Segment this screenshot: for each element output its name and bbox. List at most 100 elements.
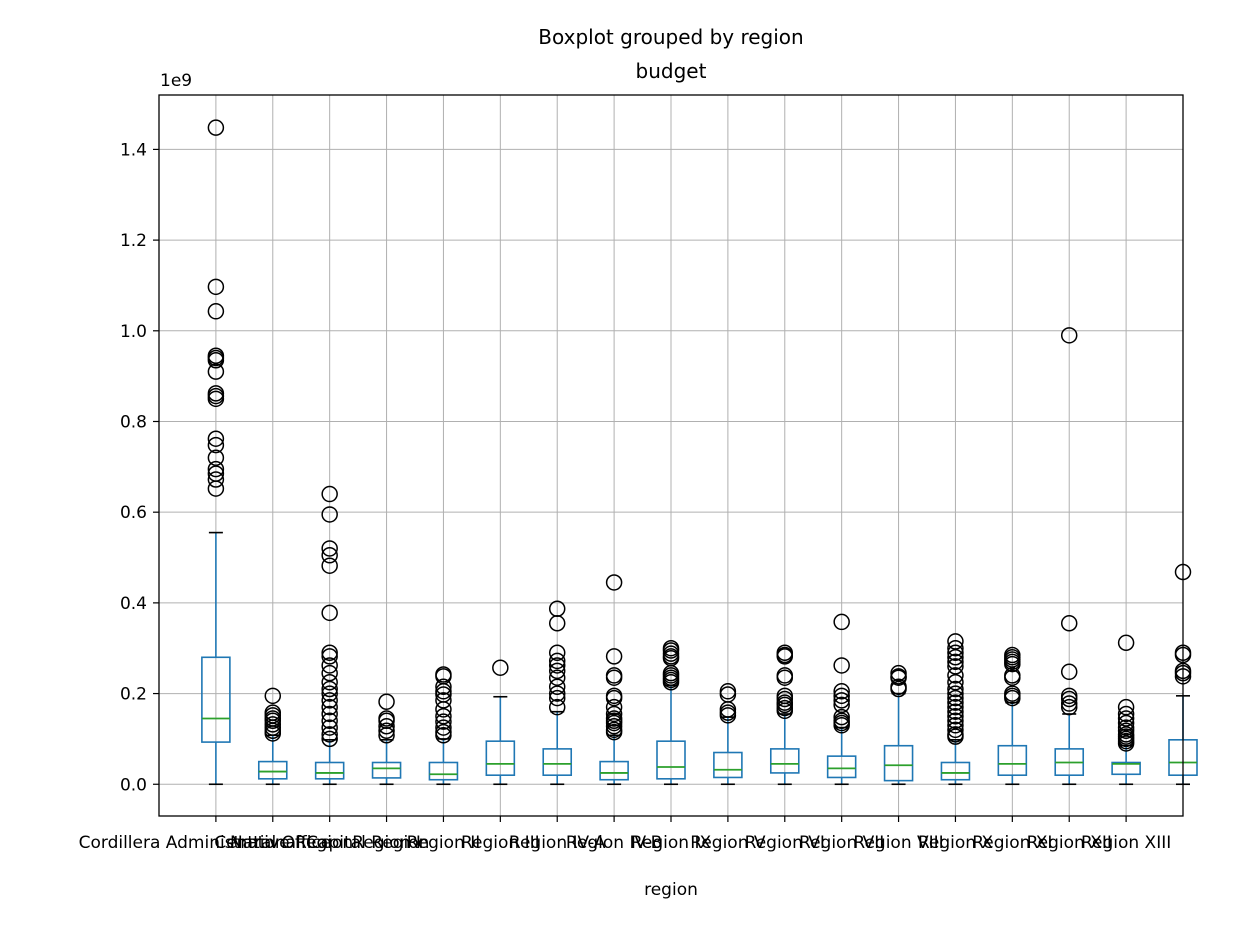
y-tick-label: 1.4 — [120, 140, 147, 160]
flier-point — [378, 722, 395, 739]
flier-point — [1060, 615, 1078, 632]
flier-point — [321, 506, 338, 523]
box-body — [656, 740, 686, 780]
flier-point — [207, 449, 225, 467]
flier-point — [548, 689, 566, 707]
flier-point — [833, 692, 850, 709]
box-group — [656, 639, 686, 786]
flier-point — [435, 727, 452, 744]
chart-subtitle: budget — [636, 59, 707, 83]
box-group — [997, 646, 1028, 786]
flier-point — [605, 698, 623, 716]
box-group — [428, 666, 459, 786]
flier-point — [605, 574, 623, 591]
flier-point — [548, 644, 566, 662]
box-body — [713, 751, 743, 779]
flier-point — [548, 615, 566, 632]
flier-point — [833, 708, 850, 726]
flier-point — [548, 657, 566, 674]
flier-point — [548, 698, 566, 716]
flier-point — [833, 696, 850, 714]
x-tick-label: Central Office — [214, 833, 331, 853]
flier-point — [890, 680, 907, 698]
flier-point — [321, 705, 338, 723]
flier-point — [321, 604, 338, 622]
flier-point — [207, 278, 225, 296]
flier-point — [605, 723, 623, 741]
box-group — [826, 613, 857, 786]
x-axis-ticks: Cordillera Administrative RegionCentral … — [79, 816, 1171, 853]
flier-point — [321, 726, 338, 743]
box-body — [371, 761, 402, 779]
box-body — [826, 755, 857, 779]
flier-point — [435, 692, 452, 709]
box-group — [1054, 327, 1085, 786]
flier-point — [321, 692, 338, 709]
flier-point — [207, 460, 225, 478]
x-tick-label: Region II — [407, 833, 481, 853]
x-tick-label: Region VI — [745, 833, 825, 853]
plot-frame — [158, 94, 1184, 817]
boxes — [201, 119, 1198, 786]
box-group — [1111, 634, 1141, 786]
flier-point — [207, 480, 225, 497]
box-body — [883, 744, 914, 782]
box-body — [769, 748, 800, 774]
flier-point — [833, 613, 850, 631]
flier-point — [947, 728, 964, 745]
box-group — [257, 687, 288, 786]
flier-point — [776, 648, 794, 665]
flier-point — [264, 687, 282, 705]
flier-point — [207, 471, 225, 488]
box-group — [599, 574, 629, 786]
box-group — [371, 693, 402, 786]
flier-point — [207, 363, 225, 380]
flier-point — [947, 639, 964, 657]
flier-point — [264, 712, 282, 730]
flier-point — [947, 717, 964, 734]
box-group — [713, 683, 743, 786]
flier-point — [947, 653, 964, 671]
chart-title: Boxplot grouped by region — [538, 25, 803, 49]
flier-point — [1117, 634, 1135, 652]
box-group — [485, 659, 516, 786]
x-tick-label: Region IX — [631, 833, 712, 853]
x-tick-label: Region IV-A — [509, 833, 606, 853]
flier-point — [435, 678, 452, 696]
box-body — [997, 744, 1028, 776]
box-body — [542, 748, 573, 776]
flier-point — [378, 717, 395, 735]
flier-point — [776, 690, 794, 708]
flier-point — [321, 485, 338, 503]
x-tick-label: Region III — [461, 833, 540, 853]
flier-point — [1060, 695, 1078, 712]
flier-point — [548, 685, 566, 702]
y-axis-ticks: 0.0 0.2 0.4 0.6 0.8 1.0 1.2 1.4 — [120, 140, 159, 795]
box-body — [257, 760, 288, 780]
flier-point — [321, 730, 338, 748]
flier-point — [321, 540, 338, 557]
flier-point — [435, 707, 452, 725]
x-axis-label: region — [644, 880, 698, 900]
flier-point — [947, 658, 964, 675]
flier-point — [264, 725, 282, 742]
x-tick-label: Region XI — [972, 833, 1052, 853]
flier-point — [947, 698, 964, 716]
flier-point — [207, 352, 225, 369]
flier-point — [605, 705, 623, 723]
x-tick-label: Region VIII — [853, 833, 943, 853]
x-tick-label: Region VII — [799, 833, 884, 853]
flier-point — [1117, 722, 1135, 739]
y-tick-label: 0.6 — [120, 503, 147, 523]
flier-point — [947, 633, 964, 650]
flier-point — [321, 719, 338, 736]
box-body — [940, 761, 971, 781]
flier-point — [947, 707, 964, 725]
flier-point — [947, 694, 964, 711]
flier-point — [492, 659, 509, 676]
flier-point — [548, 678, 566, 696]
flier-point — [548, 652, 566, 670]
flier-point — [1004, 689, 1021, 707]
flier-point — [947, 712, 964, 730]
box-group — [940, 633, 971, 786]
